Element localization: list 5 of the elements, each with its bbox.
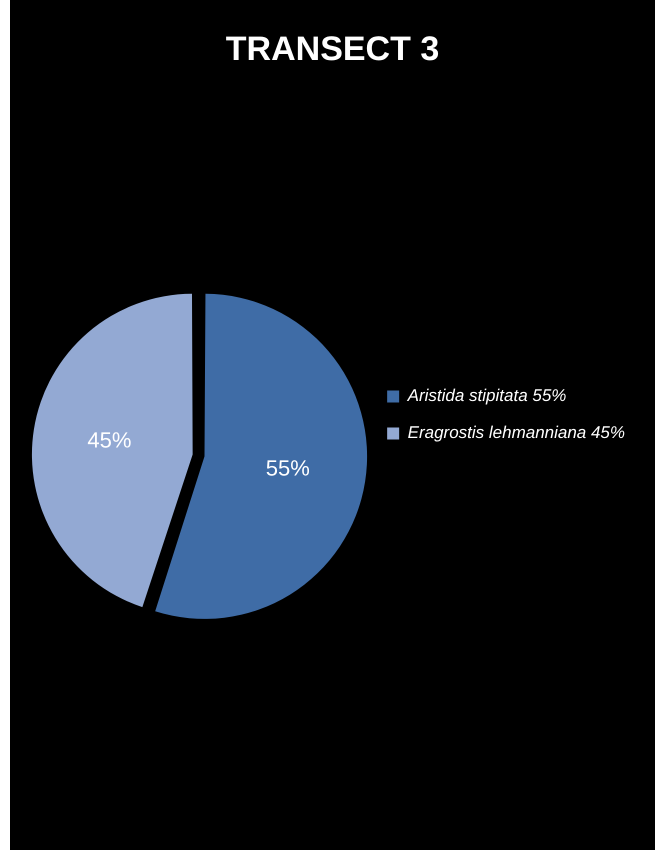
chart-title: TRANSECT 3 <box>226 30 440 68</box>
data-label: 55% <box>266 456 310 481</box>
legend-label: Aristida stipitata 55% <box>406 386 566 406</box>
data-label: 45% <box>87 427 132 452</box>
legend-label: Eragrostis lehmanniana 45% <box>408 423 626 442</box>
